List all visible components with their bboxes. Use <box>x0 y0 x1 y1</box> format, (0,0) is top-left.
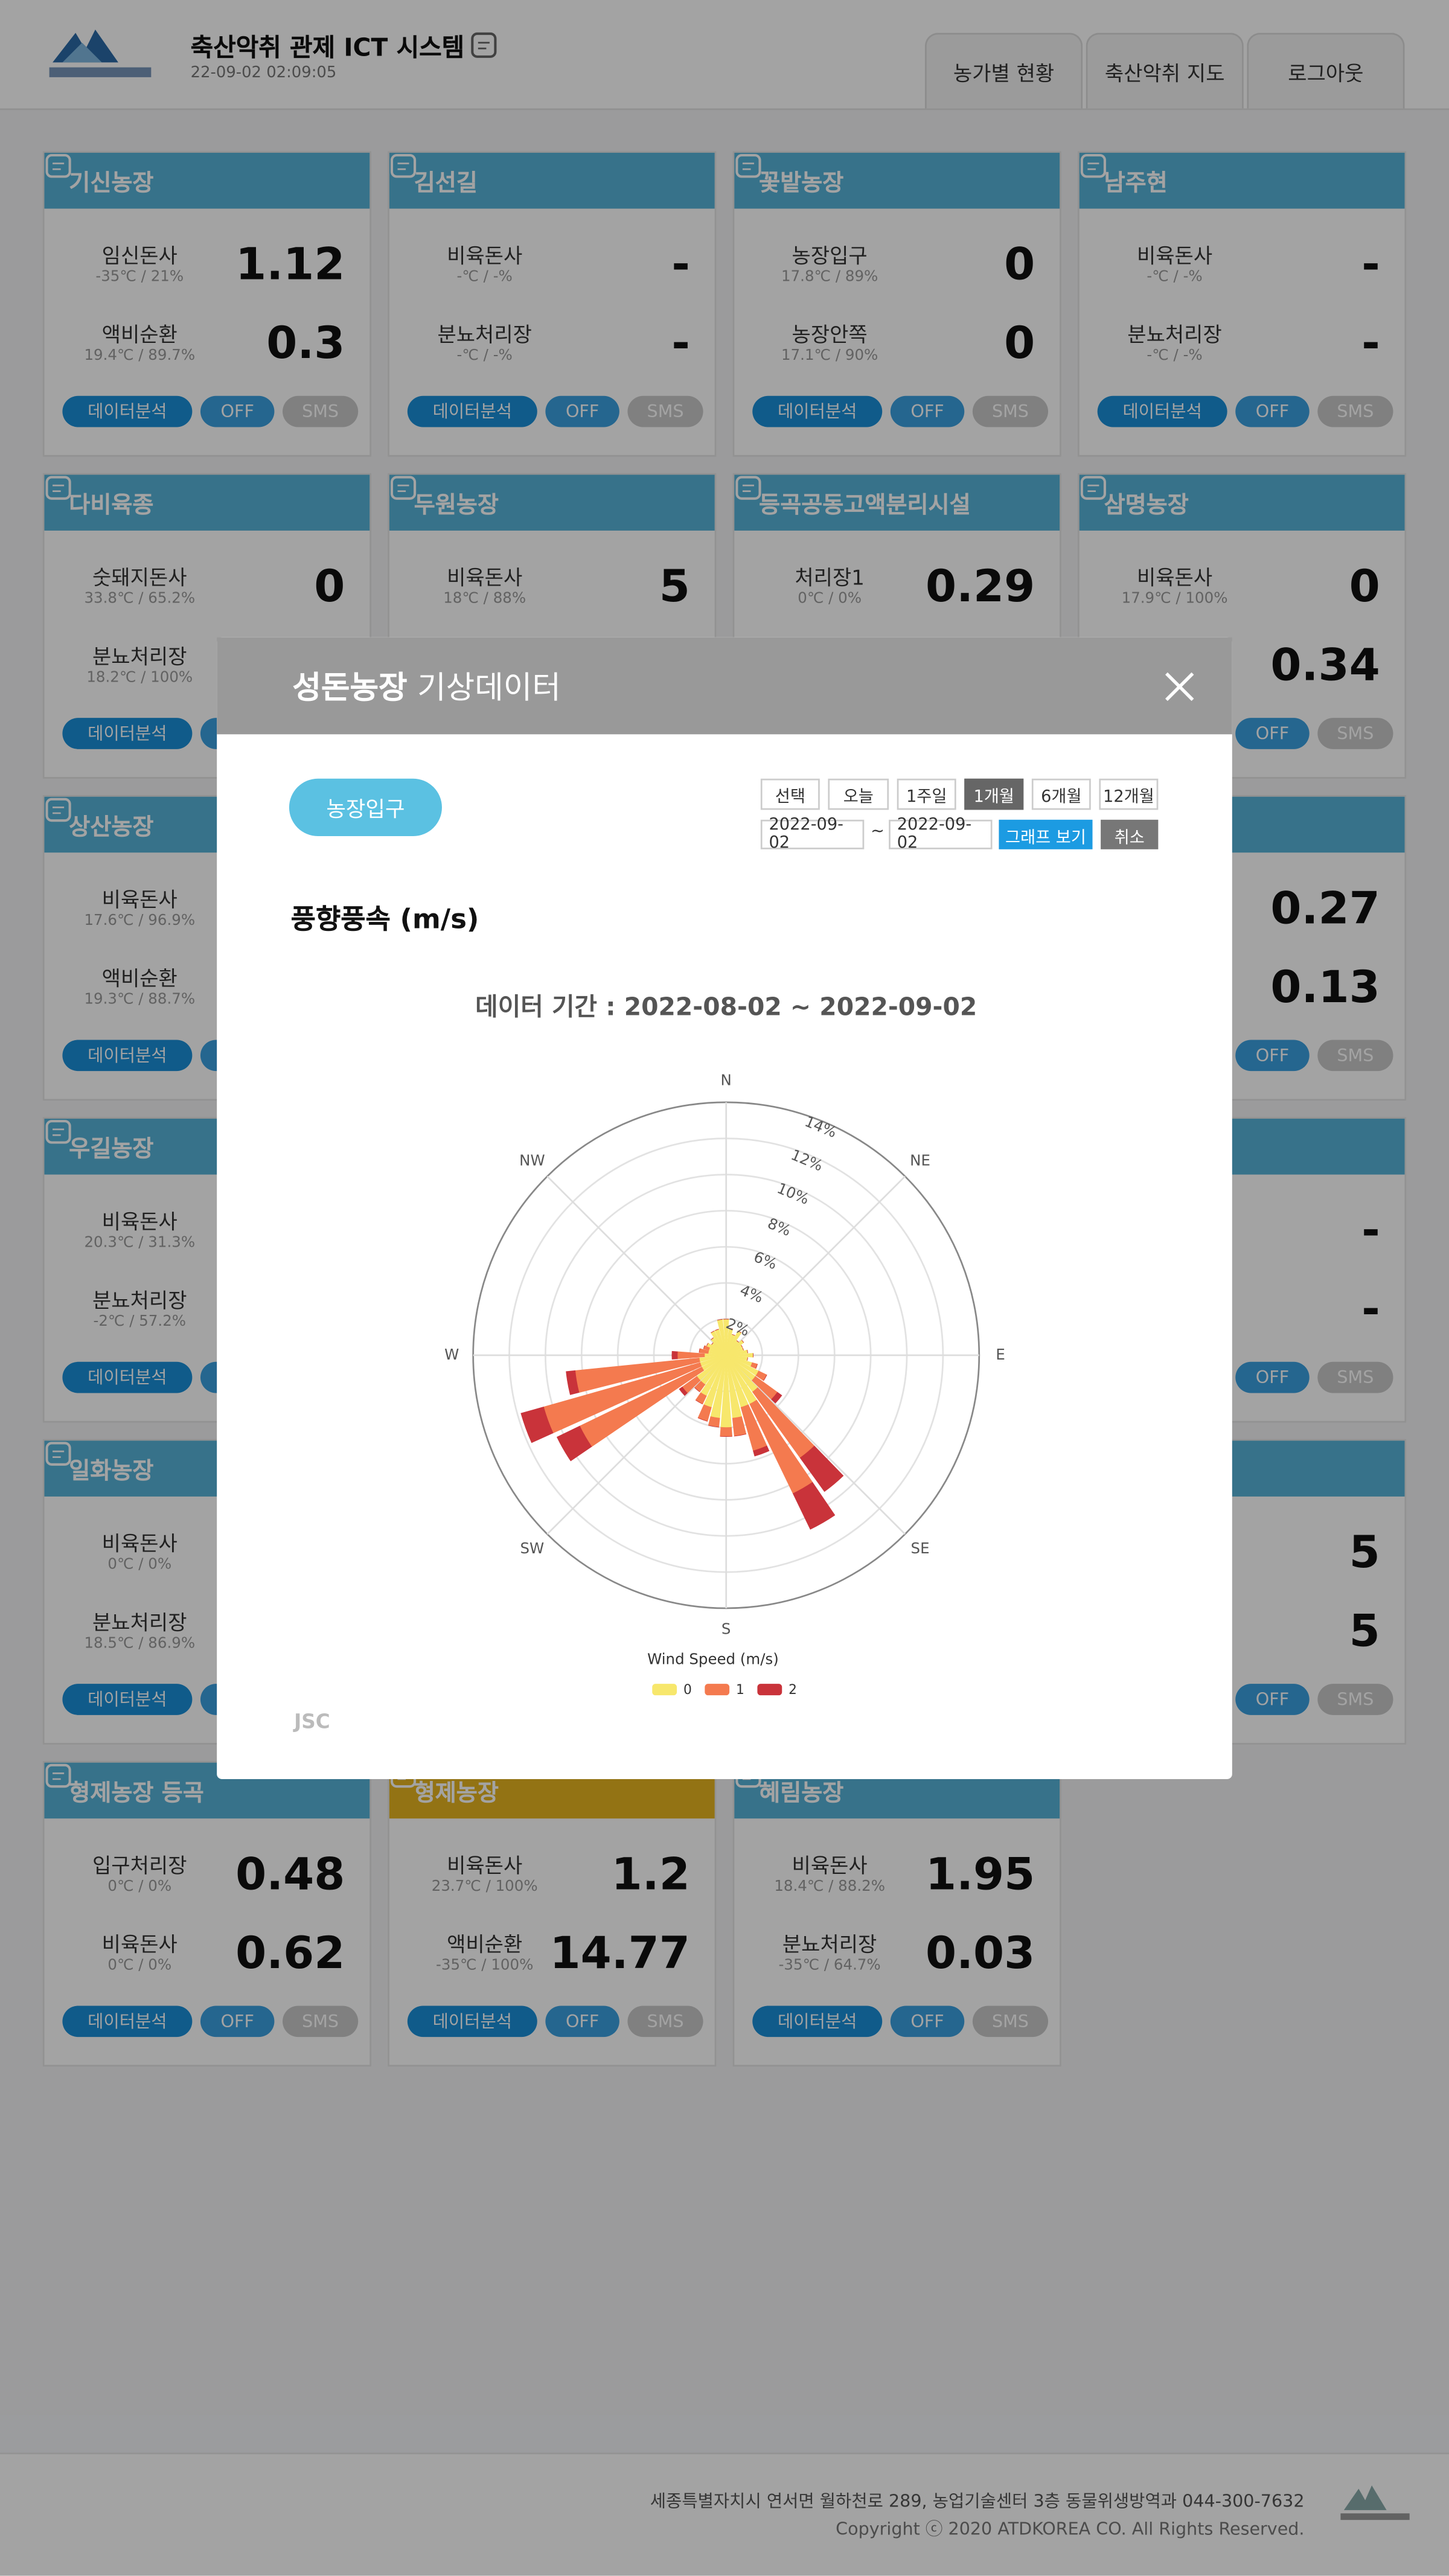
period-button[interactable]: 1주일 <box>897 779 956 810</box>
date-separator: ~ <box>871 823 884 841</box>
direction-label: E <box>996 1346 1005 1363</box>
legend-swatch <box>757 1684 782 1695</box>
period-button[interactable]: 12개월 <box>1099 779 1158 810</box>
period-button[interactable]: 6개월 <box>1032 779 1091 810</box>
close-button[interactable] <box>1163 670 1196 703</box>
radial-tick-label: 10% <box>775 1179 811 1208</box>
direction-label: W <box>444 1346 459 1363</box>
date-to[interactable]: 2022-09-02 <box>889 820 992 849</box>
spoke <box>547 1177 726 1355</box>
date-from[interactable]: 2022-09-02 <box>761 820 864 849</box>
direction-label: NE <box>910 1152 930 1169</box>
modal-header: 성돈농장 기상데이터 <box>217 638 1232 735</box>
legend-swatch <box>705 1684 729 1695</box>
legend-label: 2 <box>788 1683 797 1698</box>
radial-tick-label: 14% <box>802 1113 839 1142</box>
period-button[interactable]: 1개월 <box>964 779 1023 810</box>
legend-swatch <box>652 1684 677 1695</box>
legend-title: Wind Speed (m/s) <box>647 1650 779 1667</box>
location-button[interactable]: 농장입구 <box>289 779 442 836</box>
modal-subject: 기상데이터 <box>417 670 561 706</box>
radial-tick-label: 12% <box>788 1146 825 1175</box>
wind-segment <box>720 1427 732 1436</box>
modal: 성돈농장 기상데이터 농장입구 선택 오늘 1주일 1개월 6개월 12개월 2022-0… <box>217 638 1232 1779</box>
credit: JSC <box>293 1710 330 1733</box>
cancel-button[interactable]: 취소 <box>1101 820 1158 849</box>
spoke <box>726 1177 905 1355</box>
legend-label: 0 <box>683 1683 692 1698</box>
direction-label: NW <box>519 1152 545 1169</box>
direction-label: N <box>721 1071 732 1088</box>
section-title: 풍향풍속 (m/s) <box>291 897 479 936</box>
period-button[interactable]: 오늘 <box>828 779 889 810</box>
wind-rose-chart: 데이터 기간 : 2022-08-02 ~ 2022-09-02 N NE E SE S S… <box>217 933 1232 1755</box>
direction-label: S <box>721 1620 731 1637</box>
modal-title: 성돈농장 기상데이터 <box>292 663 561 708</box>
wind-segment <box>672 1351 677 1359</box>
chart-title: 데이터 기간 : 2022-08-02 ~ 2022-09-02 <box>475 992 977 1021</box>
farm-name: 성돈농장 <box>292 670 407 706</box>
direction-label: SW <box>520 1539 545 1557</box>
direction-label: SE <box>911 1539 930 1557</box>
wind-segment <box>732 1416 746 1436</box>
legend-label: 1 <box>736 1683 744 1698</box>
period-button[interactable]: 선택 <box>761 779 820 810</box>
view-button[interactable]: 그래프 보기 <box>999 820 1092 849</box>
